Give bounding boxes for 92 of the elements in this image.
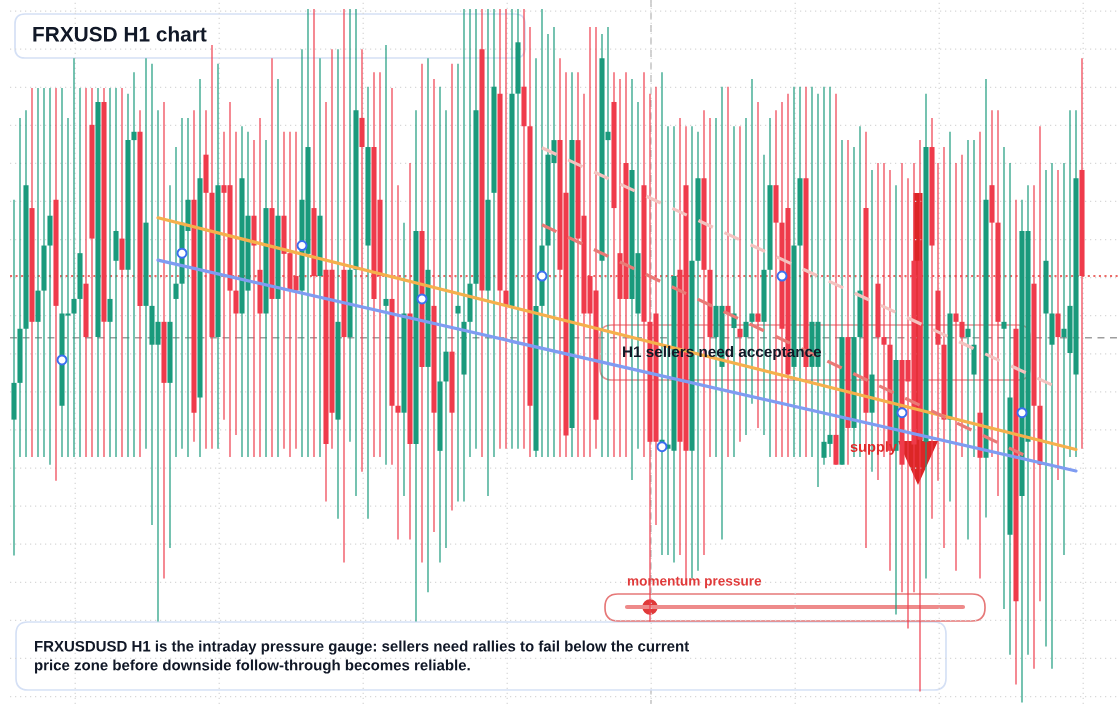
candlestick xyxy=(515,9,521,449)
candlestick xyxy=(965,140,971,540)
candlestick xyxy=(383,45,389,465)
candlestick xyxy=(425,58,431,593)
candlestick xyxy=(47,88,53,465)
candlestick xyxy=(53,88,59,481)
candlestick xyxy=(347,9,353,442)
candlestick xyxy=(497,9,503,449)
candlestick xyxy=(311,9,317,458)
candlestick xyxy=(977,131,983,579)
candlestick xyxy=(119,88,125,458)
point xyxy=(416,293,428,305)
candlestick xyxy=(1055,169,1061,480)
point xyxy=(536,270,548,282)
candlestick xyxy=(833,93,839,465)
candlestick xyxy=(209,45,215,449)
candlestick xyxy=(449,63,455,511)
candlestick xyxy=(77,88,83,458)
candlestick xyxy=(41,88,47,458)
candlestick xyxy=(521,9,527,449)
candlestick xyxy=(929,117,935,519)
candlestick xyxy=(419,63,425,563)
candlestick xyxy=(1043,169,1049,647)
candlestick xyxy=(1031,185,1037,669)
candlestick xyxy=(845,140,851,465)
candlestick xyxy=(23,110,29,458)
candlestick xyxy=(335,49,341,519)
candlestick xyxy=(11,199,17,556)
point xyxy=(896,407,908,419)
candlestick xyxy=(107,88,113,458)
point xyxy=(56,354,68,366)
candlestick xyxy=(233,131,239,435)
candlestick xyxy=(35,88,41,458)
candlestick xyxy=(161,101,167,579)
point xyxy=(1016,407,1028,419)
candlestick xyxy=(953,163,959,571)
candlestick xyxy=(1037,126,1043,602)
candlestick xyxy=(695,131,701,571)
candlestick xyxy=(443,110,449,548)
annotation: FRXUSDUSD H1 is the intraday pressure gauge: sellers need rallies to fail below the current price zone before downside follow-through becomes reliable. xyxy=(34,640,689,674)
candlestick xyxy=(413,110,419,622)
candlestick xyxy=(365,86,371,519)
candlestick xyxy=(269,58,275,458)
candlestick xyxy=(83,88,89,458)
candlestick xyxy=(89,88,95,458)
candlestick xyxy=(353,9,359,496)
candlestick xyxy=(437,86,443,563)
candlestick xyxy=(131,72,137,458)
candlestick xyxy=(455,63,461,502)
candlestick xyxy=(641,72,647,458)
candlestick xyxy=(143,58,149,449)
point xyxy=(296,240,308,251)
candlestick xyxy=(17,117,23,458)
candlestick xyxy=(203,110,209,449)
candlestick xyxy=(251,140,257,458)
candlestick xyxy=(407,163,413,540)
candlestick xyxy=(989,110,995,458)
candlestick xyxy=(941,147,947,548)
candlestick xyxy=(1001,147,1007,609)
candlestick xyxy=(431,79,437,532)
candlestick xyxy=(959,154,965,458)
candlestick xyxy=(461,9,467,502)
candlestick xyxy=(473,9,479,449)
candlestick xyxy=(539,9,545,458)
point xyxy=(776,270,788,282)
candlestick xyxy=(1049,163,1055,669)
candlestick xyxy=(485,9,491,496)
candlestick xyxy=(839,140,845,465)
candlestick xyxy=(533,58,539,458)
candlestick xyxy=(29,88,35,458)
point xyxy=(176,247,188,259)
candlestick xyxy=(275,79,281,458)
candlestick xyxy=(611,72,617,458)
candlestick xyxy=(947,131,953,502)
point xyxy=(656,441,668,453)
candlestick xyxy=(317,58,323,458)
candlestick xyxy=(467,9,473,458)
candlestick xyxy=(341,9,347,563)
candlestick xyxy=(263,140,269,458)
candlestick xyxy=(113,88,119,458)
candlestick xyxy=(401,222,407,496)
text: FRXUSD H1 chart xyxy=(33,26,207,42)
candlestick xyxy=(1007,163,1013,655)
candlestick xyxy=(995,110,1001,496)
candlestick xyxy=(257,117,263,458)
candlestick xyxy=(173,147,179,458)
candlestick xyxy=(971,140,977,458)
candlestick xyxy=(491,9,497,458)
candlestick xyxy=(395,185,401,540)
candlestick xyxy=(125,93,131,458)
candlestick xyxy=(167,185,173,548)
candlestick xyxy=(389,88,395,465)
